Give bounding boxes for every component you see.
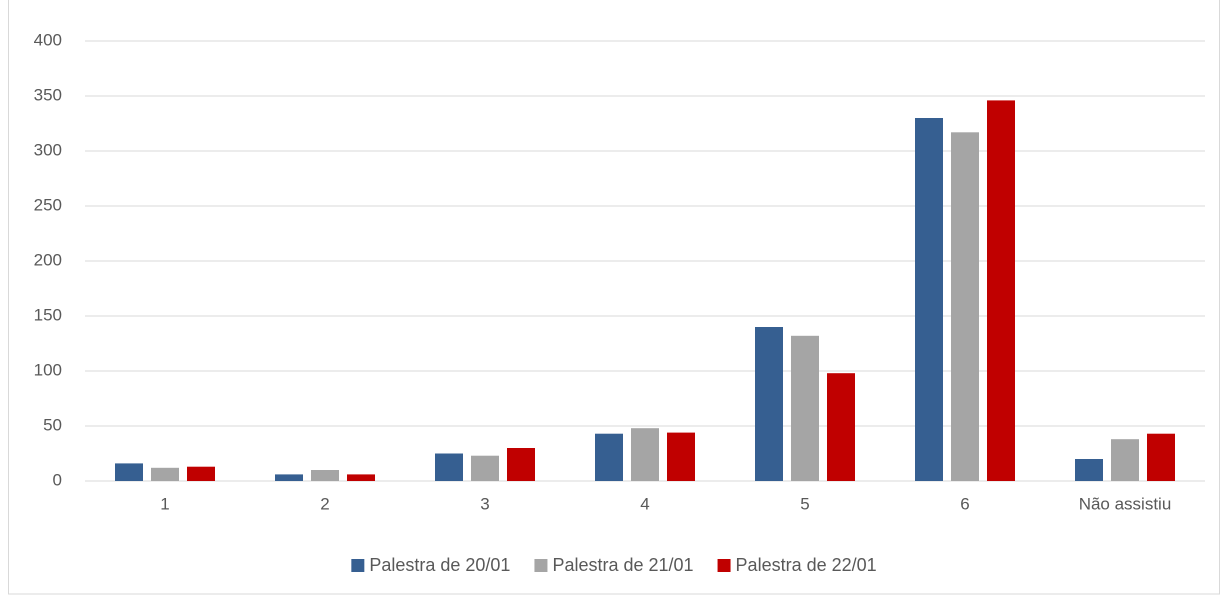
legend-label: Palestra de 22/01: [736, 555, 877, 575]
x-tick-label: 5: [800, 494, 809, 513]
bar: [187, 466, 215, 481]
bar: [507, 448, 535, 481]
bar: [471, 455, 499, 481]
legend-label: Palestra de 20/01: [369, 555, 510, 575]
legend-label: Palestra de 21/01: [552, 555, 693, 575]
x-tick-label: 6: [960, 494, 969, 513]
x-tick-label: 1: [160, 494, 169, 513]
y-tick-label: 0: [53, 470, 62, 489]
chart-border: [8, 0, 1220, 595]
bar: [347, 474, 375, 481]
legend-swatch: [351, 559, 365, 572]
bar: [951, 132, 979, 482]
bar: [1111, 439, 1139, 481]
y-tick-label: 400: [34, 30, 62, 49]
bar: [791, 335, 819, 481]
bar: [275, 474, 303, 481]
x-tick-label: 4: [640, 494, 649, 513]
bar: [115, 463, 143, 481]
y-tick-label: 100: [34, 360, 62, 379]
bar: [631, 428, 659, 481]
legend-swatch: [717, 559, 731, 572]
x-tick-label: Não assistiu: [1079, 494, 1172, 513]
bar: [915, 118, 943, 481]
x-tick-label: 2: [320, 494, 329, 513]
x-tick-label: 3: [480, 494, 489, 513]
bar: [1075, 459, 1103, 481]
y-tick-label: 350: [34, 85, 62, 104]
legend-swatch: [534, 559, 548, 572]
bar: [755, 327, 783, 481]
y-tick-label: 200: [34, 250, 62, 269]
bar: [311, 470, 339, 481]
bar: [827, 373, 855, 481]
y-tick-label: 150: [34, 305, 62, 324]
bar: [667, 432, 695, 481]
bar: [1147, 433, 1175, 481]
y-tick-label: 300: [34, 140, 62, 159]
bar: [435, 453, 463, 481]
bar: [151, 467, 179, 481]
bar: [595, 433, 623, 481]
y-tick-label: 50: [43, 415, 62, 434]
bar: [987, 100, 1015, 482]
y-tick-label: 250: [34, 195, 62, 214]
